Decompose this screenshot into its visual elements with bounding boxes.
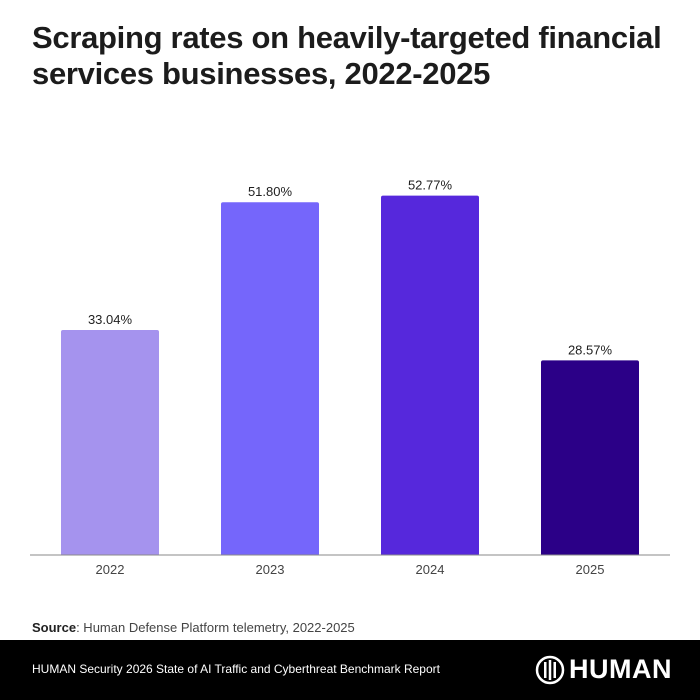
data-label-2022: 33.04%: [88, 312, 133, 327]
source-note: Source: Human Defense Platform telemetry…: [32, 620, 355, 635]
x-tick-label-2022: 2022: [96, 562, 125, 577]
source-text: : Human Defense Platform telemetry, 2022…: [76, 620, 355, 635]
labels-group: 33.04% 2022 51.80% 2023 52.77% 2024 28.57% 2025: [88, 178, 613, 577]
data-label-2025: 28.57%: [568, 342, 613, 357]
logo-text: HUMAN: [569, 654, 672, 684]
bar-2024: [381, 195, 479, 555]
bar-chart: 33.04% 2022 51.80% 2023 52.77% 2024 28.57% 2025: [30, 178, 670, 577]
bar-2023: [221, 202, 319, 556]
human-logo-icon: [535, 655, 565, 684]
bar-2025: [541, 360, 639, 555]
x-tick-label-2024: 2024: [416, 562, 445, 577]
data-label-2024: 52.77%: [408, 178, 453, 193]
bar-2022: [61, 329, 159, 555]
report-title: HUMAN Security 2026 State of AI Traffic …: [32, 662, 440, 676]
data-label-2023: 51.80%: [248, 184, 293, 199]
chart-title: Scraping rates on heavily-targeted finan…: [32, 20, 662, 91]
source-label: Source: [32, 620, 77, 635]
human-logo: HUMAN: [535, 654, 672, 685]
footer-bar: HUMAN Security 2026 State of AI Traffic …: [0, 640, 700, 700]
bars-group: [61, 195, 639, 556]
x-tick-label-2025: 2025: [576, 562, 605, 577]
x-tick-label-2023: 2023: [256, 562, 285, 577]
